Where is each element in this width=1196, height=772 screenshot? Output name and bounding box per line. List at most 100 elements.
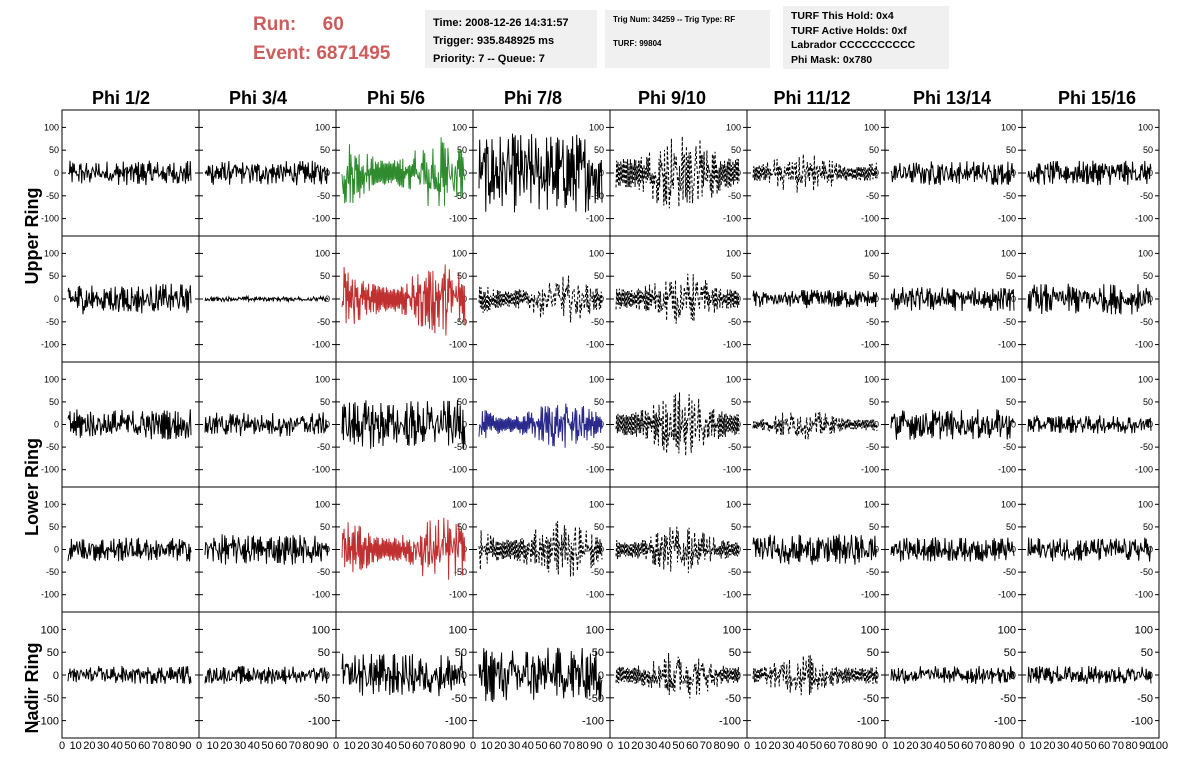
y-tick-label: -100	[857, 716, 879, 728]
x-tick-label: 70	[289, 740, 301, 752]
y-tick-label: -50	[866, 191, 879, 201]
x-tick-label: 10	[207, 740, 219, 752]
y-tick-label: -100	[449, 340, 467, 350]
turf-active-text: TURF Active Holds: 0xf	[791, 24, 907, 37]
x-tick-label: 50	[261, 740, 273, 752]
y-tick-label: 100	[449, 624, 467, 636]
turf-hold-text: TURF This Hold: 0x4	[791, 10, 894, 22]
waveform-trace	[615, 526, 740, 574]
x-tick-label: 70	[1112, 740, 1124, 752]
y-tick-label: -100	[586, 214, 604, 224]
y-tick-label: -50	[728, 567, 741, 577]
y-tick-label: 50	[49, 271, 59, 281]
x-tick-label: 0	[333, 740, 339, 752]
y-tick-label: -50	[317, 442, 330, 452]
x-tick-label: 80	[1125, 740, 1137, 752]
y-tick-label: -50	[46, 191, 59, 201]
x-tick-label: 40	[796, 740, 808, 752]
waveform-trace	[478, 647, 603, 703]
y-tick-label: 50	[1006, 145, 1016, 155]
y-tick-label: -50	[591, 317, 604, 327]
x-tick-label: 20	[631, 740, 643, 752]
x-tick-label: 80	[439, 740, 451, 752]
waveform-trace	[752, 411, 878, 440]
y-tick-label: -50	[317, 191, 330, 201]
y-tick-label: 0	[736, 168, 741, 178]
column-header: Phi 11/12	[773, 88, 850, 108]
y-tick-label: 50	[1141, 647, 1153, 659]
y-tick-label: -50	[46, 317, 59, 327]
waveform-trace	[890, 665, 1015, 685]
y-tick-label: -100	[37, 716, 59, 728]
y-tick-label: 100	[589, 374, 604, 384]
waveform-trace	[67, 409, 192, 440]
waveform-trace	[341, 137, 466, 207]
waveform-trace	[615, 652, 740, 699]
waveform-trace	[204, 160, 329, 186]
y-tick-label: 100	[44, 122, 59, 132]
y-tick-label: -50	[591, 442, 604, 452]
y-tick-label: -100	[445, 716, 467, 728]
y-tick-label: 100	[452, 248, 467, 258]
y-tick-label: -100	[861, 465, 879, 475]
y-tick-label: -100	[1135, 214, 1153, 224]
trigger-text: Trigger: 935.848925 ms	[433, 35, 555, 47]
y-tick-label: -100	[723, 214, 741, 224]
y-tick-label: 50	[1143, 522, 1153, 532]
waveform-trace	[1027, 283, 1152, 315]
x-tick-label: 0	[196, 740, 202, 752]
waveform-trace	[341, 264, 466, 336]
y-tick-label: -100	[1135, 590, 1153, 600]
column-header: Phi 13/14	[913, 88, 991, 108]
y-tick-label: -50	[317, 317, 330, 327]
run-value: 60	[322, 14, 344, 35]
y-tick-label: 50	[1143, 145, 1153, 155]
run-label: Run:	[253, 14, 297, 35]
x-tick-label: 90	[865, 740, 877, 752]
x-tick-label: 20	[768, 740, 780, 752]
y-tick-label: 50	[49, 145, 59, 155]
waveform-trace	[1027, 415, 1152, 434]
x-tick-label: 90	[316, 740, 328, 752]
phi-mask-text: Phi Mask: 0x780	[791, 53, 873, 66]
x-tick-label: 20	[220, 740, 232, 752]
column-header: Phi 7/8	[504, 88, 562, 108]
y-tick-label: 100	[726, 374, 741, 384]
y-tick-label: -50	[1003, 567, 1016, 577]
y-tick-label: 50	[869, 522, 879, 532]
event-header: Run: 60 Event: 6871495 Time: 2008-12-26 …	[0, 0, 1196, 82]
y-tick-label: -50	[454, 317, 467, 327]
x-tick-label: 70	[426, 740, 438, 752]
y-tick-label: -50	[314, 693, 330, 705]
x-tick-label: 70	[563, 740, 575, 752]
y-tick-label: 100	[1001, 122, 1016, 132]
y-tick-label: 100	[589, 499, 604, 509]
x-tick-label: 30	[1057, 740, 1069, 752]
y-tick-label: -100	[41, 214, 59, 224]
y-tick-label: 100	[589, 122, 604, 132]
y-tick-label: 50	[869, 145, 879, 155]
event-value: 6871495	[316, 43, 391, 64]
y-tick-label: -50	[317, 567, 330, 577]
y-tick-label: -50	[1137, 693, 1153, 705]
x-tick-label: 30	[97, 740, 109, 752]
y-tick-label: 100	[864, 122, 879, 132]
x-tick-label: 40	[248, 740, 260, 752]
y-tick-label: 50	[1143, 397, 1153, 407]
y-tick-label: 0	[462, 168, 467, 178]
waveform-trace	[752, 154, 878, 193]
y-tick-label: -50	[1140, 442, 1153, 452]
x-tick-label: 0	[1019, 740, 1025, 752]
